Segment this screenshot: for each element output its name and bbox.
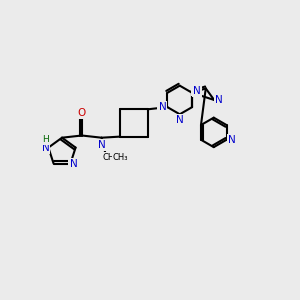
Text: H: H — [42, 136, 49, 145]
Text: N: N — [192, 85, 200, 95]
Text: N: N — [228, 135, 236, 145]
Text: CH₃: CH₃ — [103, 153, 118, 162]
Text: N: N — [41, 142, 49, 153]
Text: N: N — [70, 159, 77, 169]
Text: N: N — [158, 102, 166, 112]
Text: N: N — [41, 142, 49, 153]
Text: CH₃: CH₃ — [112, 153, 128, 162]
Text: N: N — [70, 159, 77, 169]
Text: H: H — [42, 135, 49, 144]
Text: N: N — [158, 102, 166, 112]
Text: O: O — [78, 108, 86, 118]
Text: O: O — [78, 108, 86, 118]
Text: N: N — [98, 140, 106, 150]
Text: N: N — [228, 135, 236, 145]
Text: N: N — [176, 115, 184, 125]
Text: N: N — [176, 115, 184, 125]
Text: N: N — [193, 86, 201, 96]
Text: N: N — [215, 95, 223, 105]
Text: N: N — [215, 95, 223, 105]
Text: N: N — [98, 140, 106, 150]
